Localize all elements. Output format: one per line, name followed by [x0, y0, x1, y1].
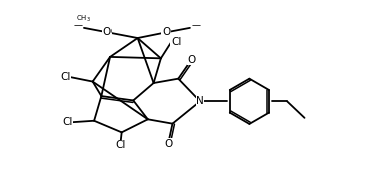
Text: O: O	[162, 27, 170, 37]
Text: Cl: Cl	[61, 72, 71, 82]
Text: Cl: Cl	[115, 140, 125, 150]
Text: N: N	[196, 96, 204, 106]
Text: Cl: Cl	[62, 117, 72, 127]
Text: O: O	[102, 27, 111, 37]
Text: O: O	[103, 27, 111, 37]
Text: O: O	[187, 55, 196, 65]
Text: Cl: Cl	[171, 37, 182, 47]
Text: —: —	[74, 21, 83, 30]
Text: —: —	[191, 21, 200, 30]
Text: O: O	[163, 27, 171, 37]
Text: $\mathdefault{CH_3}$: $\mathdefault{CH_3}$	[77, 14, 91, 24]
Text: O: O	[164, 139, 172, 149]
